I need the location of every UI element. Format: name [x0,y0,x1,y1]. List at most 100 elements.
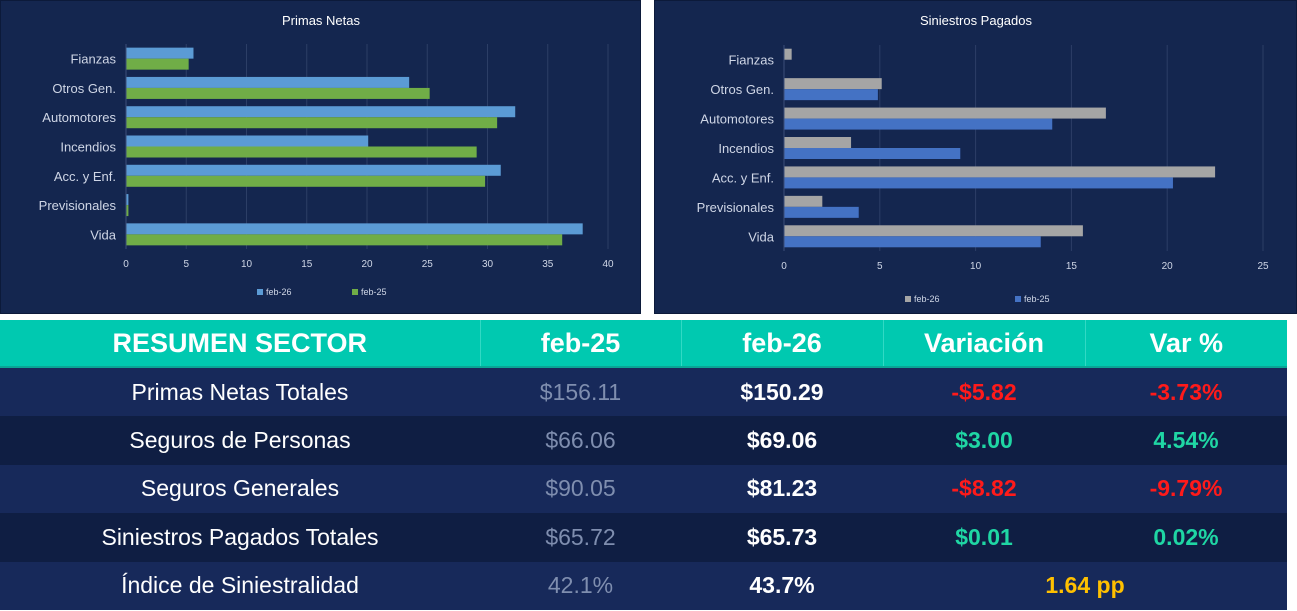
bar-feb-25 [784,118,1053,130]
row-curr-value: $69.06 [681,416,883,465]
row-prev-value: $65.72 [480,513,681,562]
bar-feb-26 [126,106,516,118]
row-variation: -$8.82 [883,464,1085,514]
summary-header-row: RESUMEN SECTOR feb-25 feb-26 Variación V… [0,320,1287,368]
bar-feb-25 [784,89,878,101]
bar-feb-26 [784,107,1106,119]
siniestros-pagados-chart-svg: Siniestros Pagados 0 5 10 15 20 25 Fianzas Otros… [697,13,1269,304]
row-label: Primas Netas Totales [0,367,480,417]
bar-feb-26 [126,223,583,235]
row-variation: $0.01 [883,513,1085,562]
x-tick-label: 10 [241,259,253,270]
header-feb-25: feb-25 [480,320,682,368]
bar-feb-25 [784,148,961,159]
row-variation: -$5.82 [883,367,1085,417]
bar-feb-26 [126,47,194,59]
category-label: Fianzas [70,52,116,67]
bar-feb-25 [126,205,129,217]
row-prev-value: $156.11 [480,367,681,417]
header-sector: RESUMEN SECTOR [0,320,481,368]
bar-feb-25 [126,87,430,99]
category-label: Acc. y Enf. [712,170,774,185]
category-label: Vida [90,227,117,242]
table-row: Seguros de Personas $66.06 $69.06 $3.00 … [0,416,1287,465]
bar-feb-26 [784,78,882,90]
legend-swatch [352,289,358,295]
bar-feb-25 [126,234,563,246]
bar-feb-26 [126,135,369,147]
bar-feb-25 [126,146,477,158]
bar-feb-25 [126,175,486,187]
row-label: Seguros Generales [0,464,480,514]
header-variacion: Variación [883,320,1086,368]
legend-label: feb-26 [914,294,940,304]
legend-swatch [257,289,263,295]
legend-label: feb-25 [1024,294,1050,304]
index-variation: 1.64 pp [883,561,1287,610]
row-prev-value: $90.05 [480,464,681,514]
bar-feb-26 [784,195,823,207]
category-label: Incendios [718,141,774,156]
row-curr-value: $150.29 [681,367,883,417]
siniestros-pagados-chart: Siniestros Pagados 0 5 10 15 20 25 Fianzas Otros… [654,0,1297,314]
x-tick-label: 20 [361,259,373,270]
category-label: Incendios [60,140,116,155]
category-label: Vida [748,229,775,244]
bar-feb-26 [784,48,792,60]
chart-title: Siniestros Pagados [920,13,1033,28]
bar-feb-26 [784,166,1216,178]
legend-swatch [905,296,911,302]
row-variation-pct: 4.54% [1085,416,1287,465]
row-variation-pct: -3.73% [1085,367,1287,417]
category-label: Otros Gen. [52,81,116,96]
table-row: Primas Netas Totales $156.11 $150.29 -$5… [0,367,1287,417]
row-variation-pct: -9.79% [1085,464,1287,514]
bar-feb-26 [126,194,129,206]
summary-table: RESUMEN SECTOR feb-25 feb-26 Variación V… [0,320,1287,610]
category-label: Previsionales [39,198,117,213]
category-label: Previsionales [697,200,775,215]
bar-feb-26 [126,164,501,176]
legend-label: feb-26 [266,287,292,297]
x-tick-label: 35 [542,259,554,270]
summary-grid: RESUMEN SECTOR feb-25 feb-26 Variación V… [0,320,1287,610]
x-tick-label: 10 [970,261,982,272]
index-prev-value: 42.1% [480,561,681,610]
x-tick-label: 0 [781,261,787,272]
table-row: Siniestros Pagados Totales $65.72 $65.73… [0,513,1287,562]
index-row: Índice de Siniestralidad 42.1% 43.7% 1.6… [0,561,1287,610]
header-var-pct: Var % [1085,320,1287,368]
row-curr-value: $81.23 [681,464,883,514]
row-label: Seguros de Personas [0,416,480,465]
category-label: Automotores [700,112,774,127]
row-variation: $3.00 [883,416,1085,465]
x-tick-label: 5 [877,261,883,272]
row-variation-pct: 0.02% [1085,513,1287,562]
primas-netas-chart-svg: Primas Netas 0 5 10 15 20 25 30 35 40 Fianzas Otros… [39,13,614,297]
category-label: Otros Gen. [710,82,774,97]
bar-feb-26 [126,76,410,88]
table-row: Seguros Generales $90.05 $81.23 -$8.82 -… [0,464,1287,514]
index-curr-value: 43.7% [681,561,883,610]
category-label: Automotores [42,110,116,125]
bar-feb-25 [784,177,1173,189]
x-tick-label: 25 [1257,261,1269,272]
header-feb-26: feb-26 [681,320,884,368]
x-tick-label: 30 [482,259,494,270]
row-label: Siniestros Pagados Totales [0,513,480,562]
x-tick-label: 0 [123,259,129,270]
bar-feb-25 [784,236,1041,248]
x-tick-label: 5 [183,259,189,270]
bar-feb-25 [126,58,189,70]
index-label: Índice de Siniestralidad [0,561,480,610]
legend-label: feb-25 [361,287,387,297]
x-tick-label: 25 [422,259,434,270]
x-tick-label: 40 [602,259,614,270]
bar-feb-26 [784,137,852,148]
x-tick-label: 15 [301,259,313,270]
bar-feb-26 [784,225,1083,237]
bar-feb-25 [784,206,859,218]
chart-title: Primas Netas [282,13,361,28]
x-tick-label: 20 [1162,261,1174,272]
category-label: Fianzas [728,53,774,68]
